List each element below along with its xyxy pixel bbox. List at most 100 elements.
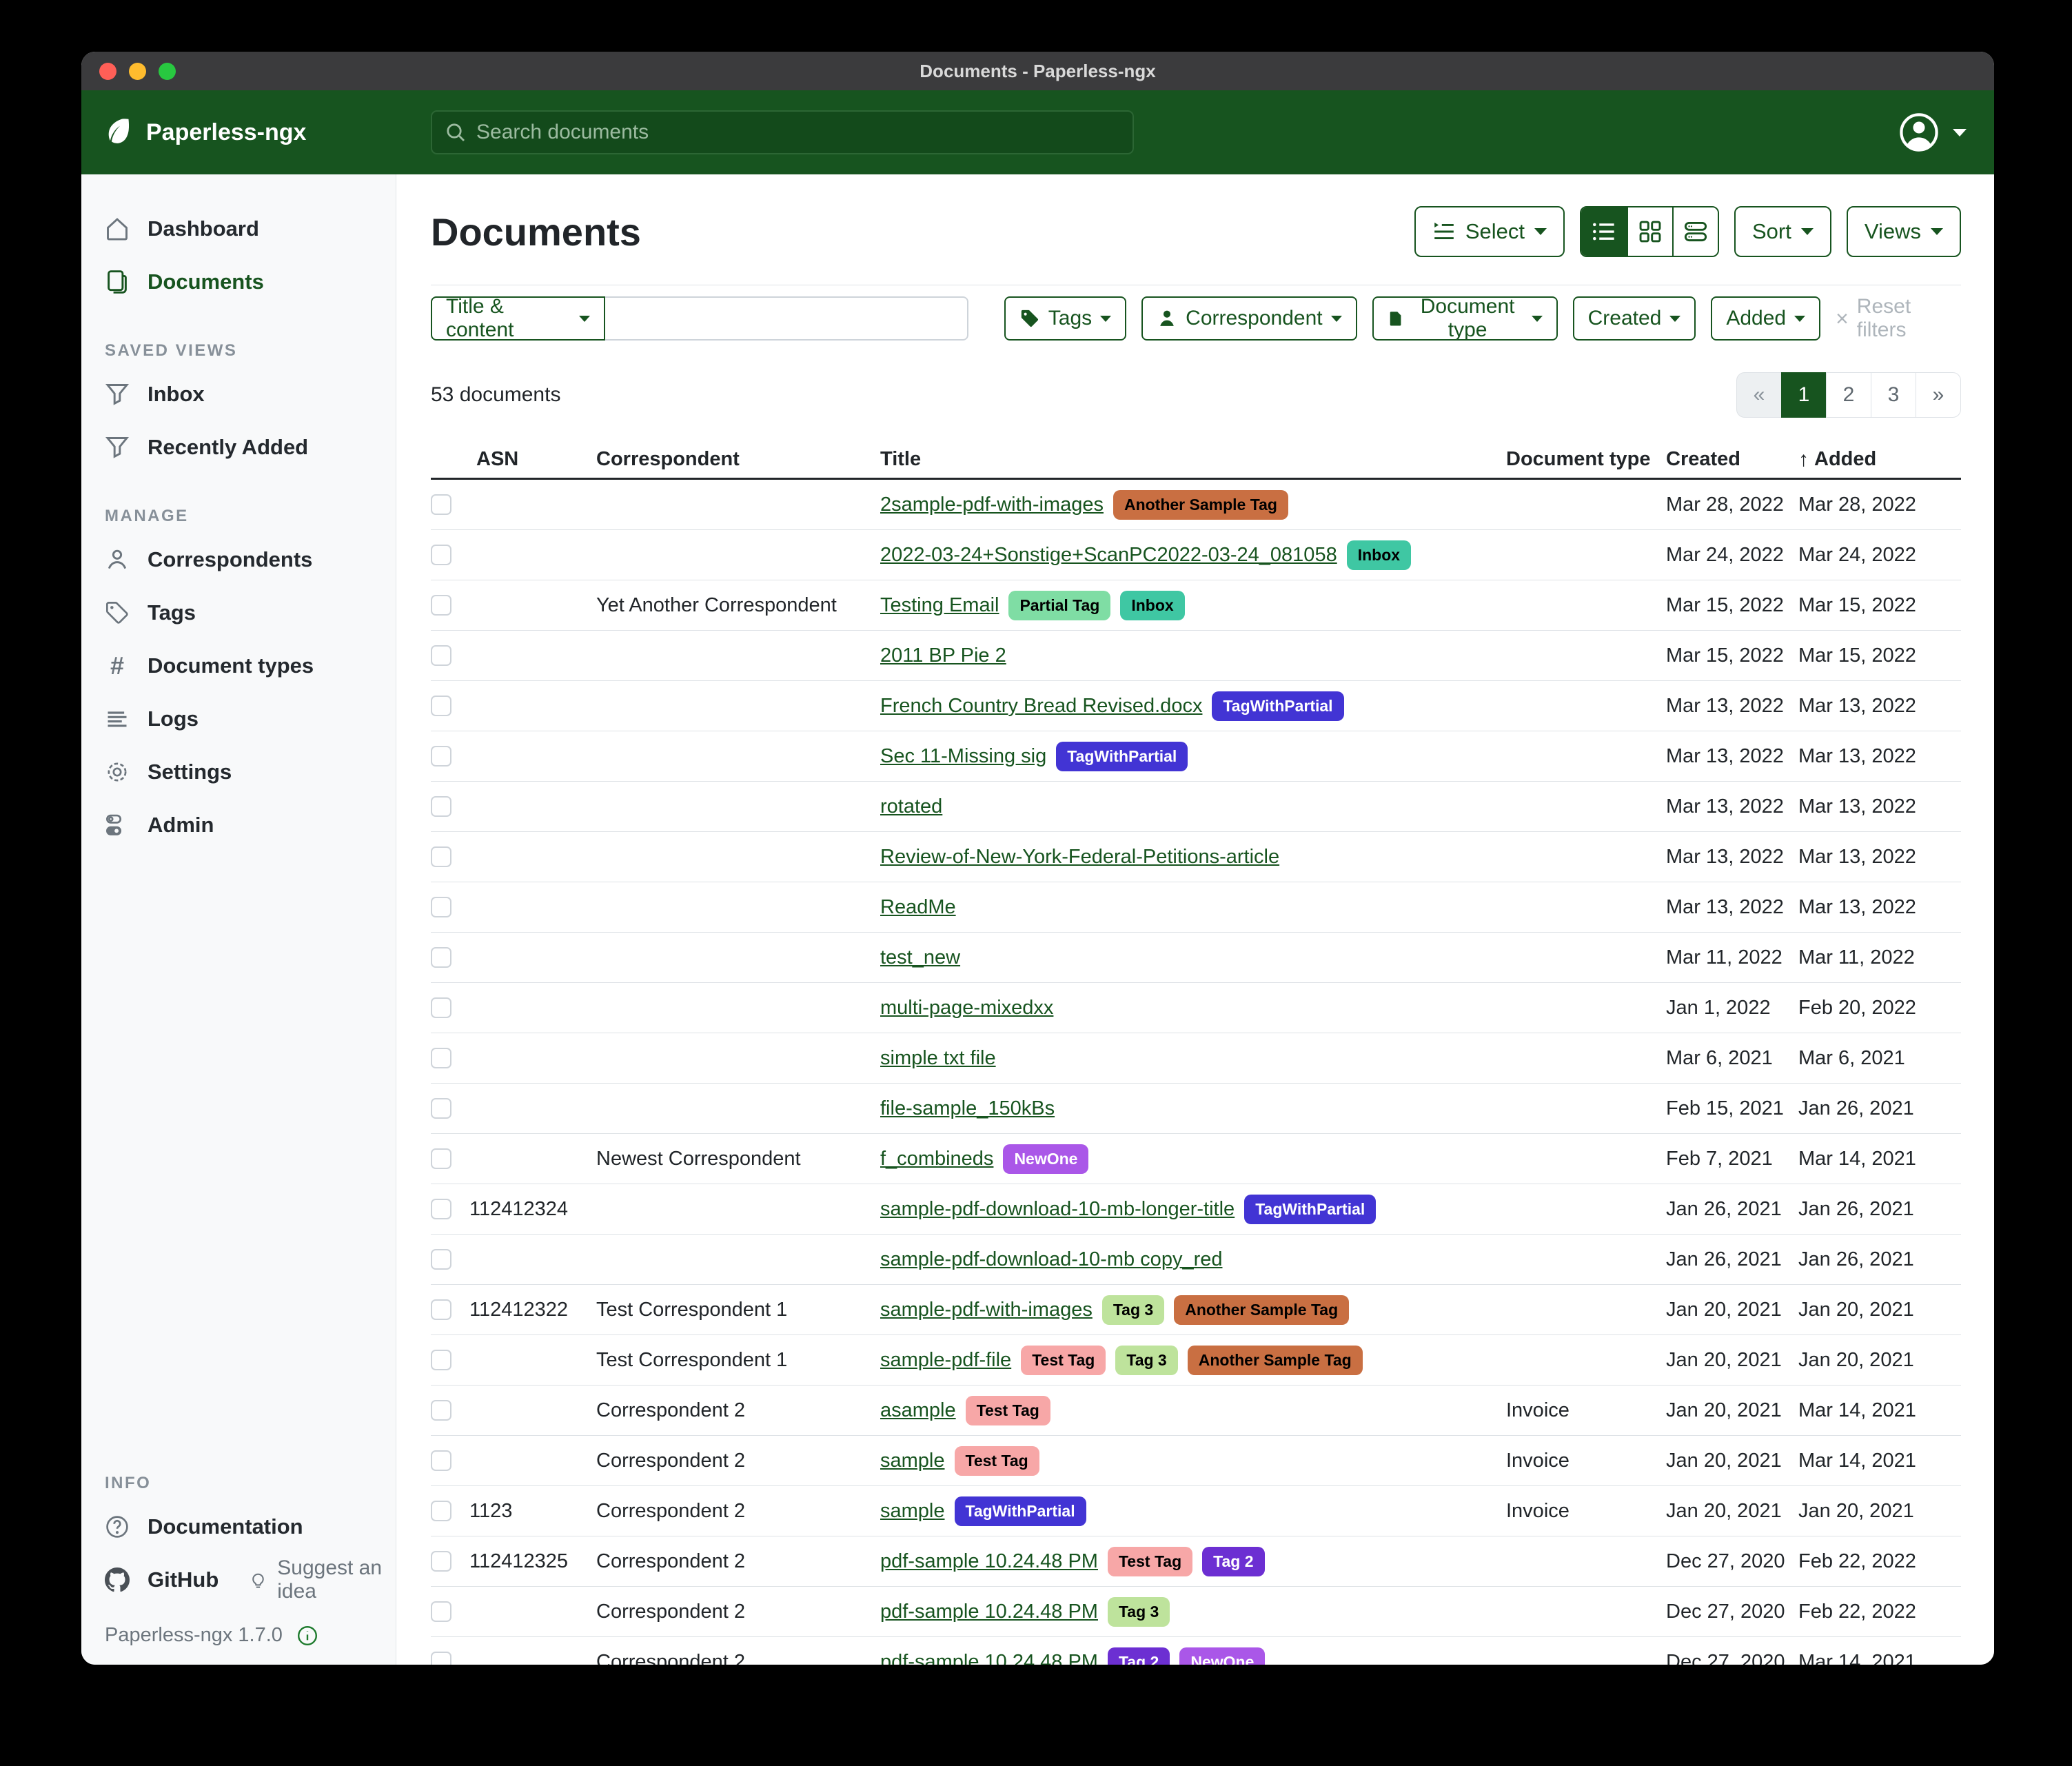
grid-view-button[interactable]: [1627, 207, 1672, 256]
created-filter-button[interactable]: Created: [1572, 296, 1696, 341]
minimize-window-button[interactable]: [129, 62, 146, 80]
row-checkbox[interactable]: [431, 1601, 451, 1622]
search-input[interactable]: [476, 121, 1120, 144]
document-title-link[interactable]: ReadMe: [880, 895, 956, 918]
sidebar-item-recently-added[interactable]: Recently Added: [81, 420, 396, 474]
row-checkbox[interactable]: [431, 1450, 451, 1471]
row-checkbox[interactable]: [431, 1199, 451, 1219]
filter-text-input[interactable]: [605, 296, 968, 341]
sidebar-item-documentation[interactable]: Documentation: [81, 1500, 396, 1553]
row-checkbox[interactable]: [431, 1098, 451, 1119]
tag-badge[interactable]: Test Tag: [1107, 1546, 1193, 1576]
tag-badge[interactable]: TagWithPartial: [954, 1496, 1086, 1526]
sidebar-item-inbox[interactable]: Inbox: [81, 367, 396, 420]
tag-badge[interactable]: Test Tag: [954, 1445, 1039, 1476]
tag-badge[interactable]: Another Sample Tag: [1113, 489, 1288, 520]
row-checkbox[interactable]: [431, 494, 451, 515]
pagination-next-button[interactable]: »: [1916, 372, 1961, 418]
added-filter-button[interactable]: Added: [1711, 296, 1821, 341]
document-title-link[interactable]: sample: [880, 1499, 945, 1522]
pagination-prev-button[interactable]: «: [1736, 372, 1782, 418]
info-icon[interactable]: [296, 1625, 318, 1647]
row-checkbox[interactable]: [431, 1299, 451, 1320]
row-checkbox[interactable]: [431, 1249, 451, 1270]
sidebar-item-document-types[interactable]: # Document types: [81, 639, 396, 692]
document-title-link[interactable]: simple txt file: [880, 1046, 996, 1069]
user-menu[interactable]: [1898, 90, 1967, 174]
zoom-window-button[interactable]: [159, 62, 176, 80]
row-checkbox[interactable]: [431, 1400, 451, 1421]
document-type-filter-button[interactable]: Document type: [1372, 295, 1558, 341]
filter-field-dropdown[interactable]: Title & content: [431, 295, 606, 341]
pagination-page-button[interactable]: 3: [1871, 372, 1916, 418]
document-title-link[interactable]: Sec 11-Missing sig: [880, 744, 1047, 767]
tag-badge[interactable]: TagWithPartial: [1212, 691, 1344, 721]
document-title-link[interactable]: sample-pdf-file: [880, 1348, 1012, 1371]
row-checkbox[interactable]: [431, 545, 451, 565]
sidebar-item-github[interactable]: GitHub: [81, 1553, 219, 1606]
tag-badge[interactable]: Inbox: [1346, 540, 1412, 570]
global-search[interactable]: [431, 110, 1134, 154]
document-title-link[interactable]: sample-pdf-with-images: [880, 1298, 1093, 1321]
tag-badge[interactable]: Test Tag: [1021, 1345, 1106, 1375]
document-title-link[interactable]: sample-pdf-download-10-mb copy_red: [880, 1248, 1223, 1270]
sidebar-item-documents[interactable]: Documents: [81, 255, 396, 308]
sidebar-item-settings[interactable]: Settings: [81, 745, 396, 798]
document-title-link[interactable]: test_new: [880, 946, 961, 968]
suggest-idea-link[interactable]: Suggest an idea: [249, 1556, 396, 1603]
row-checkbox[interactable]: [431, 846, 451, 867]
correspondent-filter-button[interactable]: Correspondent: [1141, 296, 1357, 341]
document-title-link[interactable]: pdf-sample 10.24.48 PM: [880, 1550, 1098, 1572]
column-header-added[interactable]: ↑ Added: [1798, 448, 1961, 471]
document-title-link[interactable]: asample: [880, 1399, 956, 1421]
tag-badge[interactable]: NewOne: [1003, 1144, 1089, 1174]
tag-badge[interactable]: Tag 2: [1202, 1546, 1265, 1576]
tag-badge[interactable]: Inbox: [1120, 590, 1185, 620]
sidebar-item-tags[interactable]: Tags: [81, 586, 396, 639]
row-checkbox[interactable]: [431, 1652, 451, 1665]
column-header-created[interactable]: Created: [1666, 448, 1740, 470]
row-checkbox[interactable]: [431, 595, 451, 616]
close-window-button[interactable]: [99, 62, 116, 80]
sidebar-item-dashboard[interactable]: Dashboard: [81, 202, 396, 255]
sort-button[interactable]: Sort: [1734, 206, 1831, 257]
reset-filters-link[interactable]: × Reset filters: [1836, 295, 1961, 342]
tag-badge[interactable]: Tag 3: [1101, 1295, 1165, 1325]
detail-view-button[interactable]: [1672, 207, 1718, 256]
row-checkbox[interactable]: [431, 1501, 451, 1521]
sidebar-item-admin[interactable]: Admin: [81, 798, 396, 851]
tags-filter-button[interactable]: Tags: [1004, 296, 1127, 341]
tag-badge[interactable]: Tag 3: [1115, 1345, 1178, 1375]
row-checkbox[interactable]: [431, 746, 451, 767]
column-header-document-type[interactable]: Document type: [1506, 448, 1651, 470]
document-title-link[interactable]: multi-page-mixedxx: [880, 996, 1054, 1019]
column-header-asn[interactable]: ASN: [476, 448, 519, 470]
document-title-link[interactable]: sample: [880, 1449, 945, 1472]
tag-badge[interactable]: TagWithPartial: [1244, 1194, 1377, 1224]
row-checkbox[interactable]: [431, 696, 451, 716]
row-checkbox[interactable]: [431, 1148, 451, 1169]
tag-badge[interactable]: Another Sample Tag: [1174, 1295, 1350, 1325]
row-checkbox[interactable]: [431, 1551, 451, 1572]
document-title-link[interactable]: 2022-03-24+Sonstige+ScanPC2022-03-24_081…: [880, 543, 1337, 566]
document-title-link[interactable]: 2011 BP Pie 2: [880, 644, 1006, 667]
column-header-correspondent[interactable]: Correspondent: [596, 448, 740, 470]
row-checkbox[interactable]: [431, 1048, 451, 1068]
document-title-link[interactable]: French Country Bread Revised.docx: [880, 694, 1203, 717]
list-view-button[interactable]: [1581, 207, 1627, 256]
row-checkbox[interactable]: [431, 1350, 451, 1370]
tag-badge[interactable]: Tag 2: [1107, 1647, 1170, 1665]
document-title-link[interactable]: 2sample-pdf-with-images: [880, 493, 1104, 516]
row-checkbox[interactable]: [431, 997, 451, 1018]
tag-badge[interactable]: Partial Tag: [1008, 590, 1111, 620]
row-checkbox[interactable]: [431, 796, 451, 817]
document-title-link[interactable]: rotated: [880, 795, 943, 818]
document-title-link[interactable]: sample-pdf-download-10-mb-longer-title: [880, 1197, 1235, 1220]
tag-badge[interactable]: Test Tag: [965, 1395, 1050, 1425]
select-button[interactable]: Select: [1414, 206, 1565, 257]
tag-badge[interactable]: Tag 3: [1107, 1596, 1170, 1627]
row-checkbox[interactable]: [431, 645, 451, 666]
document-title-link[interactable]: Testing Email: [880, 593, 999, 616]
document-title-link[interactable]: f_combineds: [880, 1147, 994, 1170]
tag-badge[interactable]: Another Sample Tag: [1187, 1345, 1363, 1375]
